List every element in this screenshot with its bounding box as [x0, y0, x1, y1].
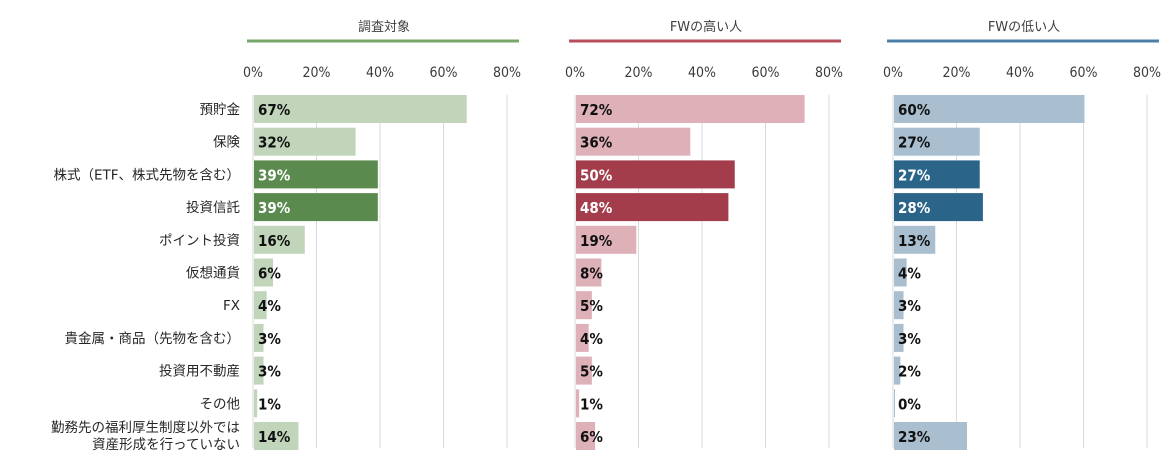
data-label: 28%: [898, 199, 931, 217]
x-tick-label: 20%: [625, 65, 653, 81]
data-label: 1%: [580, 395, 603, 413]
data-label: 5%: [580, 363, 603, 381]
data-label: 8%: [580, 265, 603, 283]
panel-title: FWの高い人: [670, 19, 742, 35]
x-tick-label: 60%: [430, 65, 458, 81]
bar: [576, 323, 589, 352]
x-tick-label: 40%: [688, 65, 716, 81]
x-tick-label: 0%: [243, 65, 263, 81]
data-label: 13%: [898, 232, 931, 250]
x-tick-label: 80%: [815, 65, 843, 81]
bar: [894, 225, 936, 254]
bar: [894, 323, 904, 352]
bar: [894, 422, 968, 450]
category-label: 勤務先の福利厚生制度以外では資産形成を行っていない: [51, 420, 240, 453]
bar: [894, 356, 901, 385]
data-label: 6%: [258, 265, 281, 283]
data-label: 60%: [898, 101, 931, 119]
data-label: 3%: [258, 363, 281, 381]
bar: [576, 95, 805, 123]
category-label: 貴金属・商品（先物を含む）: [65, 331, 241, 347]
category-label: ポイント投資: [159, 233, 240, 249]
category-label-line: 勤務先の福利厚生制度以外では: [51, 420, 240, 436]
x-tick-label: 60%: [1070, 65, 1098, 81]
data-label: 1%: [258, 395, 281, 413]
x-tick-label: 60%: [752, 65, 780, 81]
data-label: 14%: [258, 428, 291, 446]
data-label: 27%: [898, 166, 931, 184]
data-label: 16%: [258, 232, 291, 250]
bar: [576, 160, 735, 189]
bar: [576, 291, 592, 320]
bar: [254, 323, 264, 352]
bar: [576, 193, 729, 222]
category-label: 保険: [213, 135, 240, 151]
data-label: 36%: [580, 134, 613, 152]
data-label: 4%: [898, 265, 921, 283]
category-label: その他: [200, 396, 241, 412]
data-label: 6%: [580, 428, 603, 446]
data-label: 4%: [580, 330, 603, 348]
bar: [894, 95, 1085, 123]
x-tick-label: 0%: [883, 65, 903, 81]
bar: [894, 291, 904, 320]
bar: [894, 258, 907, 287]
category-label: 預貯金: [200, 102, 241, 118]
bar: [254, 258, 274, 287]
data-label: 2%: [898, 363, 921, 381]
bar: [254, 356, 264, 385]
data-label: 4%: [258, 297, 281, 315]
bar: [254, 291, 267, 320]
category-label: FX: [223, 298, 240, 314]
bar: [254, 127, 356, 156]
bar: [576, 225, 637, 254]
data-label: 23%: [898, 428, 931, 446]
bar: [894, 127, 980, 156]
bar: [254, 225, 305, 254]
bar: [576, 356, 592, 385]
bar: [576, 389, 580, 418]
bar: [254, 160, 378, 189]
bar: [576, 258, 602, 287]
bar: [576, 422, 596, 450]
x-tick-label: 80%: [493, 65, 521, 81]
data-label: 67%: [258, 101, 291, 119]
bar: [894, 193, 983, 222]
x-tick-label: 40%: [366, 65, 394, 81]
x-tick-label: 80%: [1133, 65, 1161, 81]
data-label: 50%: [580, 166, 613, 184]
x-tick-label: 40%: [1006, 65, 1034, 81]
panel-title: FWの低い人: [988, 20, 1060, 35]
data-label: 3%: [258, 330, 281, 348]
bar: [254, 95, 467, 123]
bar: [894, 160, 980, 189]
data-label: 48%: [580, 199, 613, 217]
x-tick-label: 20%: [303, 65, 331, 81]
data-label: 32%: [258, 134, 291, 152]
category-label-line: 資産形成を行っていない: [92, 437, 240, 453]
data-label: 72%: [580, 101, 613, 119]
panel-title: 調査対象: [358, 20, 410, 35]
category-label: 投資用不動産: [159, 364, 240, 380]
x-tick-label: 0%: [565, 65, 585, 81]
data-label: 0%: [898, 395, 921, 413]
category-label: 仮想通貨: [186, 265, 240, 282]
bar: [254, 422, 299, 450]
x-tick-label: 20%: [943, 65, 971, 81]
bar: [254, 389, 258, 418]
bar: [894, 389, 895, 418]
data-label: 39%: [258, 199, 291, 217]
data-label: 19%: [580, 232, 613, 250]
data-label: 39%: [258, 166, 291, 184]
category-label: 株式（ETF、株式先物を含む）: [53, 167, 240, 183]
bar: [254, 193, 378, 222]
data-label: 3%: [898, 330, 921, 348]
data-label: 3%: [898, 297, 921, 315]
bar: [576, 127, 691, 156]
category-label: 投資信託: [186, 200, 240, 216]
data-label: 27%: [898, 134, 931, 152]
data-label: 5%: [580, 297, 603, 315]
